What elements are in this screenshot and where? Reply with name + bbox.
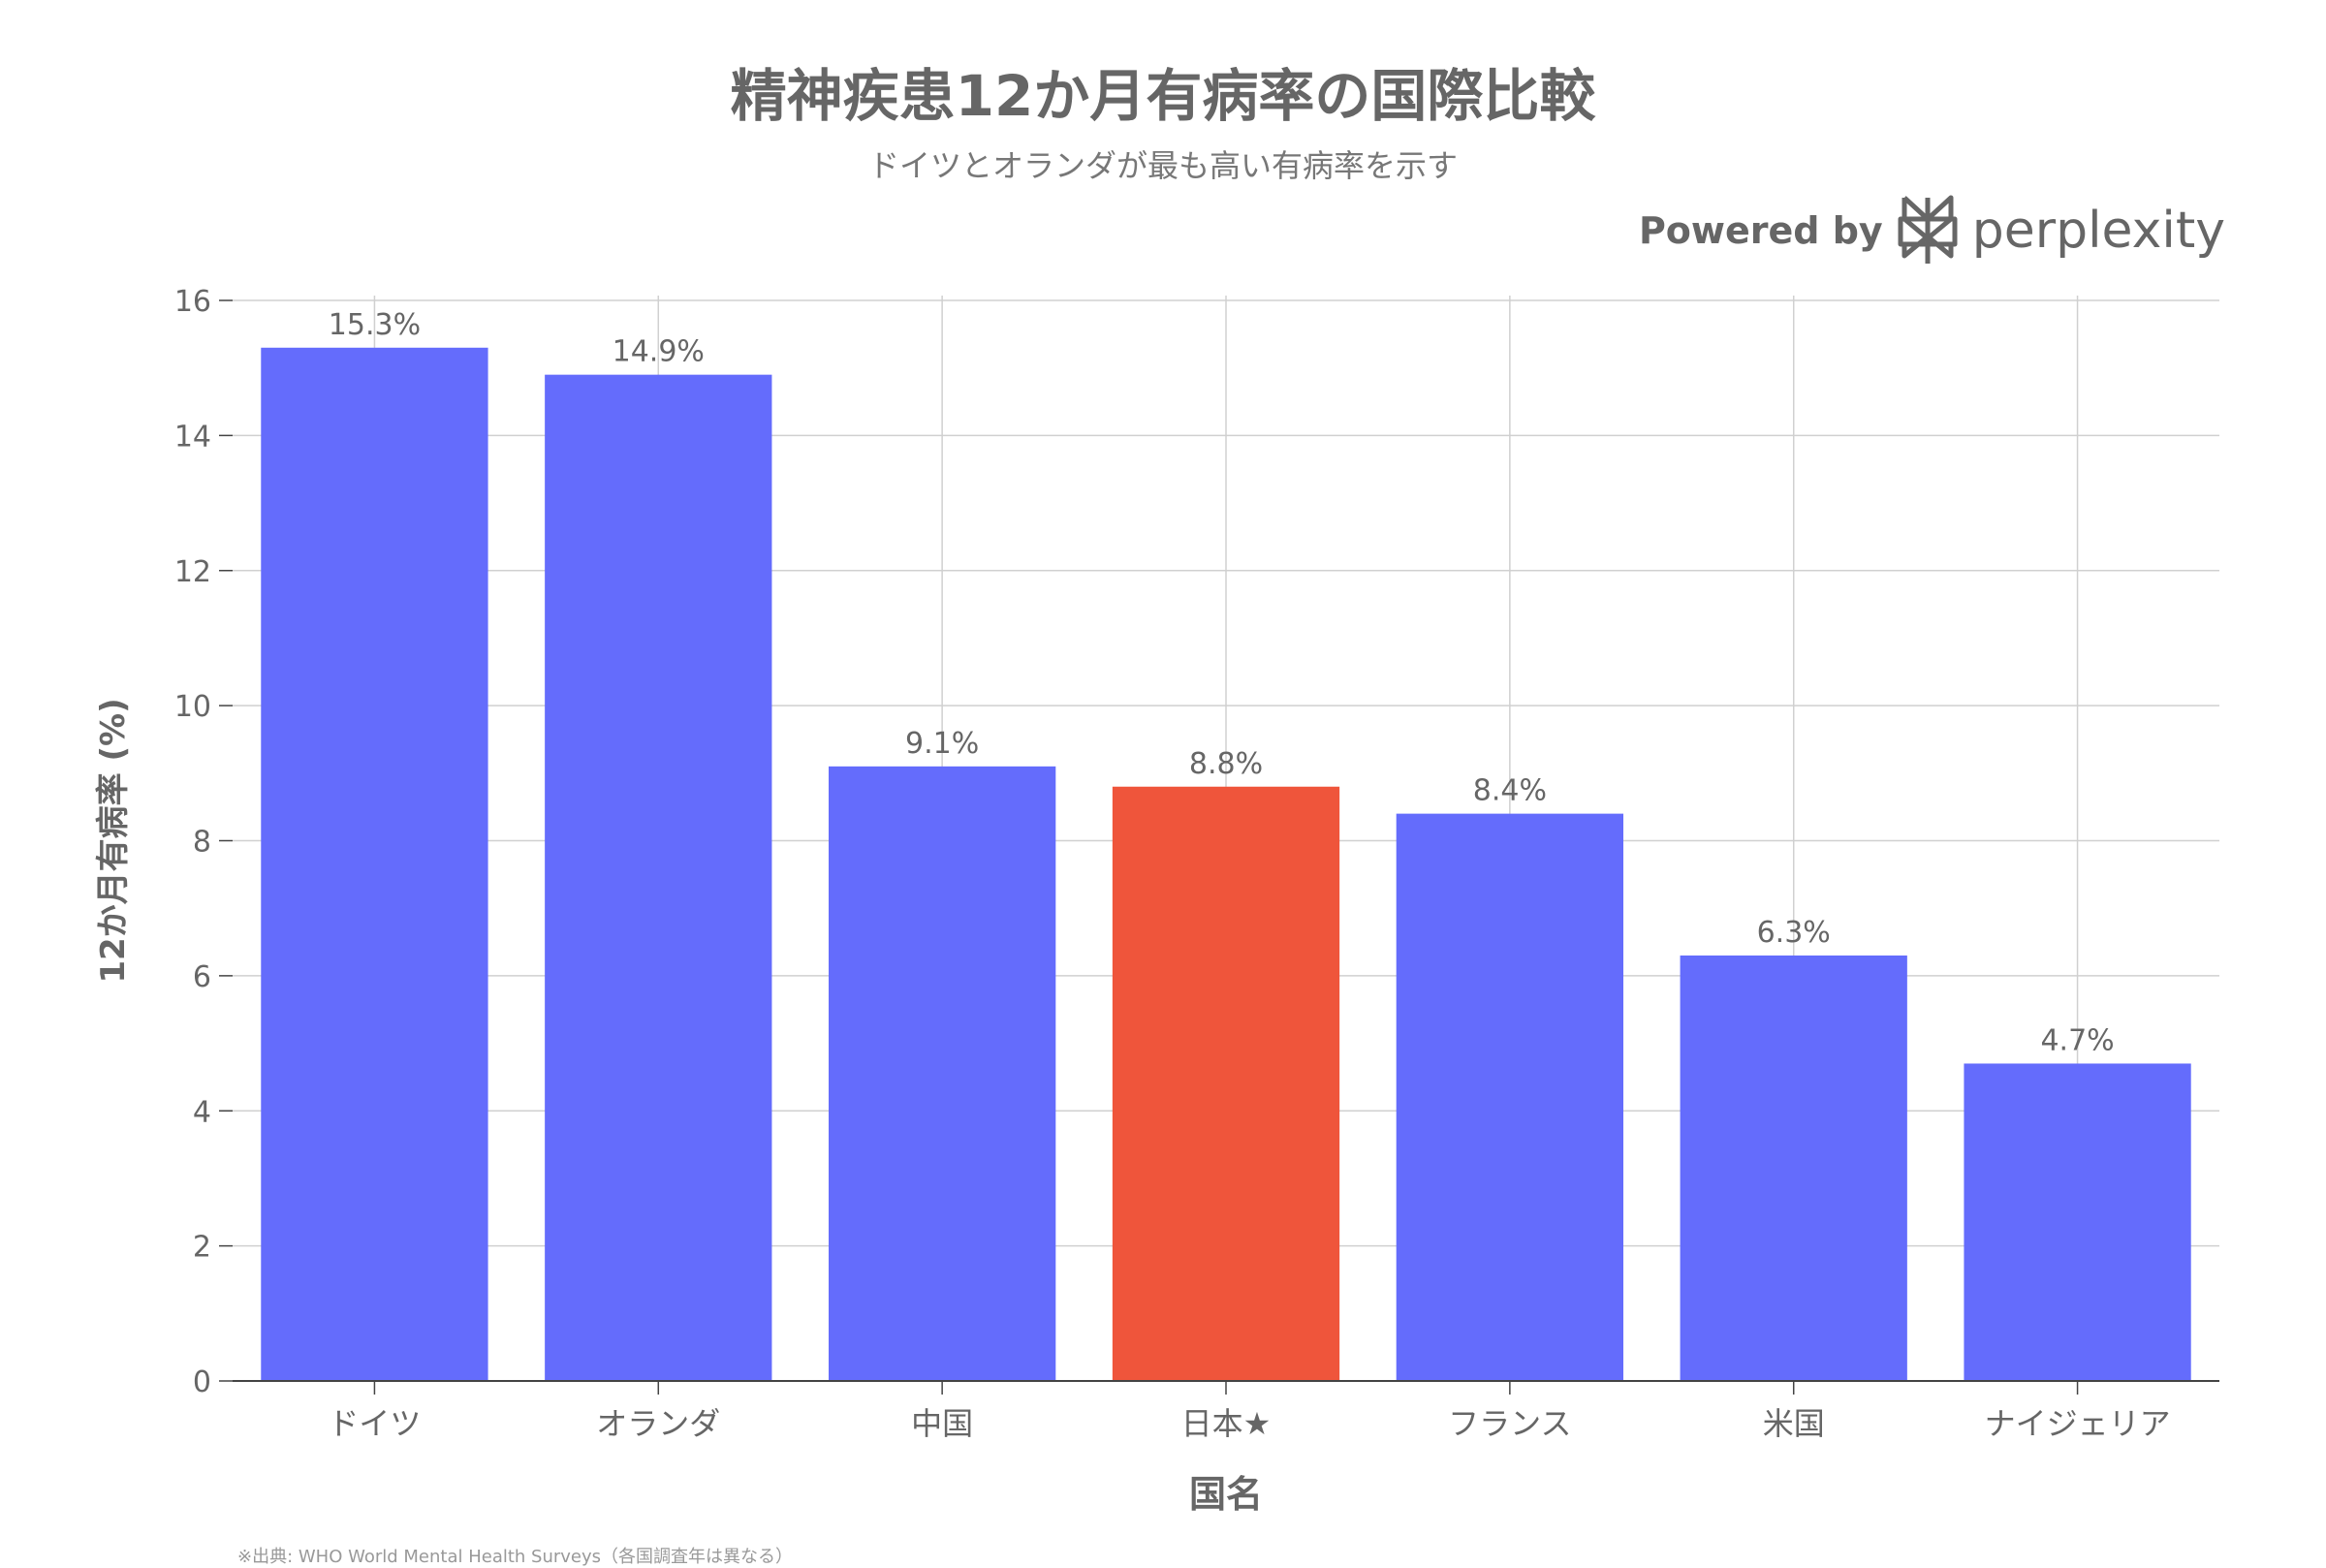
brand-badge[interactable]: Powered by perplexity xyxy=(1639,194,2225,267)
bar-2 xyxy=(545,374,772,1381)
powered-by-label: Powered by xyxy=(1638,209,1883,252)
x-tick-label: 中国 xyxy=(911,1405,973,1442)
y-axis-title: 12か月有病率 (%) xyxy=(94,698,133,983)
y-tick-label: 10 xyxy=(174,690,211,724)
perplexity-logo-icon xyxy=(1897,194,1959,267)
x-tick-label: ドイツ xyxy=(328,1405,421,1442)
bar-6 xyxy=(1680,955,1907,1381)
chart-title: 精神疾患12か月有病率の国際比較 xyxy=(730,63,1596,129)
y-tick-label: 6 xyxy=(193,960,211,994)
y-tick-label: 12 xyxy=(174,555,211,589)
x-tick-label: 米国 xyxy=(1763,1405,1825,1442)
x-tick-label: 日本★ xyxy=(1181,1405,1272,1442)
x-tick-label: オランダ xyxy=(596,1405,720,1442)
bar-3 xyxy=(829,766,1056,1381)
y-tick-label: 4 xyxy=(193,1095,211,1129)
y-tick-label: 8 xyxy=(193,826,211,860)
bar-value-label: 15.3% xyxy=(329,308,421,342)
bar-5 xyxy=(1396,813,1623,1381)
bar-4 xyxy=(1112,786,1340,1381)
bar-1 xyxy=(261,347,488,1381)
bar-7 xyxy=(1964,1063,2191,1381)
bar-value-label: 4.7% xyxy=(2040,1023,2114,1057)
bar-value-label: 8.4% xyxy=(1473,774,1547,808)
x-tick-label: フランス xyxy=(1448,1405,1571,1442)
bar-value-label: 8.8% xyxy=(1189,747,1263,781)
source-footnote: ※出典: WHO World Mental Health Surveys（各国調… xyxy=(237,1547,794,1567)
x-axis-title: 国名 xyxy=(1189,1473,1263,1516)
bar-value-label: 6.3% xyxy=(1757,916,1831,950)
chart-subtitle: ドイツとオランダが最も高い有病率を示す xyxy=(867,147,1458,184)
brand-name: perplexity xyxy=(1971,202,2225,260)
y-tick-label: 14 xyxy=(174,420,211,454)
x-tick-label: ナイジェリア xyxy=(1985,1405,2171,1442)
bar-value-label: 14.9% xyxy=(613,335,705,369)
y-tick-label: 2 xyxy=(193,1231,211,1265)
y-tick-label: 16 xyxy=(174,285,211,319)
y-tick-label: 0 xyxy=(193,1365,211,1399)
bar-value-label: 9.1% xyxy=(905,727,979,761)
